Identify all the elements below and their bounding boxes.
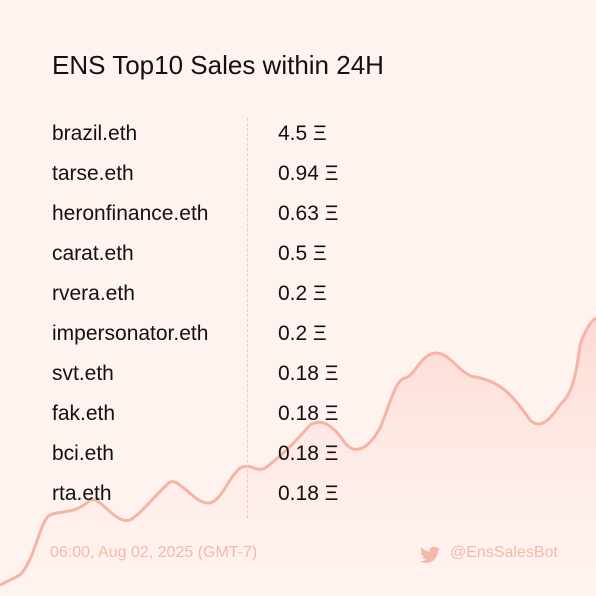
sale-price: 0.18 Ξ bbox=[278, 362, 339, 385]
table-row: impersonator.eth 0.2 Ξ bbox=[0, 322, 596, 362]
table-row: heronfinance.eth 0.63 Ξ bbox=[0, 202, 596, 242]
table-row: rta.eth 0.18 Ξ bbox=[0, 482, 596, 522]
handle: @EnsSalesBot bbox=[450, 544, 558, 561]
sale-price: 0.5 Ξ bbox=[278, 242, 327, 265]
domain-name: bci.eth bbox=[52, 442, 114, 465]
table-row: brazil.eth 4.5 Ξ bbox=[0, 122, 596, 162]
table-row: rvera.eth 0.2 Ξ bbox=[0, 282, 596, 322]
table-row: tarse.eth 0.94 Ξ bbox=[0, 162, 596, 202]
domain-name: rvera.eth bbox=[52, 282, 135, 305]
domain-name: brazil.eth bbox=[52, 122, 138, 145]
table-row: svt.eth 0.18 Ξ bbox=[0, 362, 596, 402]
domain-name: impersonator.eth bbox=[52, 322, 209, 345]
sale-price: 0.2 Ξ bbox=[278, 322, 327, 345]
domain-name: rta.eth bbox=[52, 482, 112, 505]
domain-name: svt.eth bbox=[52, 362, 114, 385]
domain-name: heronfinance.eth bbox=[52, 202, 209, 225]
sale-price: 0.2 Ξ bbox=[278, 282, 327, 305]
divider bbox=[247, 118, 248, 518]
sale-price: 0.63 Ξ bbox=[278, 202, 339, 225]
table-row: bci.eth 0.18 Ξ bbox=[0, 442, 596, 482]
sale-price: 0.18 Ξ bbox=[278, 482, 339, 505]
table-row: carat.eth 0.5 Ξ bbox=[0, 242, 596, 282]
sale-price: 4.5 Ξ bbox=[278, 122, 327, 145]
domain-name: fak.eth bbox=[52, 402, 116, 425]
title: ENS Top10 Sales within 24H bbox=[52, 50, 384, 80]
twitter-icon bbox=[420, 546, 440, 563]
table-row: fak.eth 0.18 Ξ bbox=[0, 402, 596, 442]
timestamp: 06:00, Aug 02, 2025 (GMT-7) bbox=[50, 544, 258, 561]
sale-price: 0.18 Ξ bbox=[278, 402, 339, 425]
domain-name: tarse.eth bbox=[52, 162, 134, 185]
sale-price: 0.94 Ξ bbox=[278, 162, 339, 185]
domain-name: carat.eth bbox=[52, 242, 134, 265]
sale-price: 0.18 Ξ bbox=[278, 442, 339, 465]
